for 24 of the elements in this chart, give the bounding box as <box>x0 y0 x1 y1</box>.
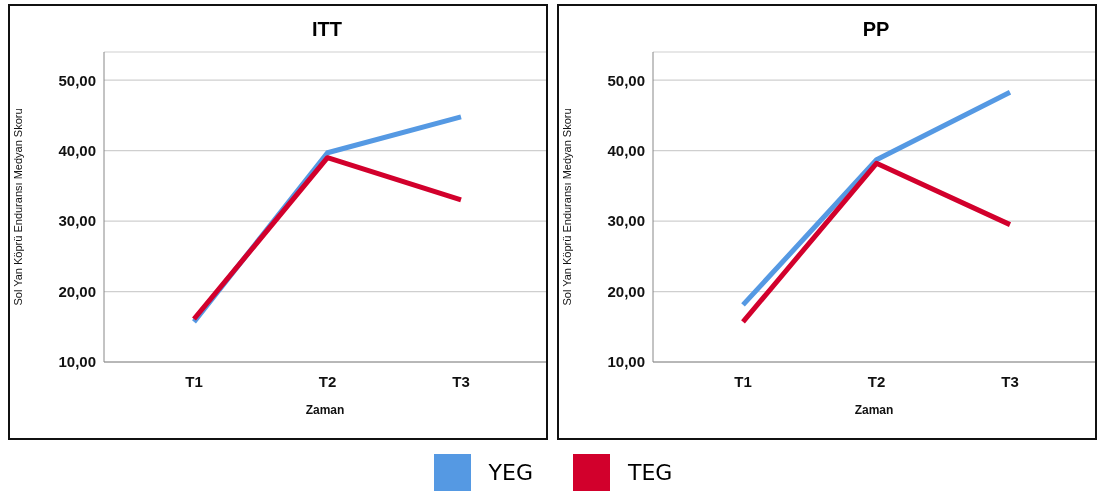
x-tick-label: T1 <box>185 372 203 390</box>
y-tick-label: 20,00 <box>58 282 96 300</box>
y-tick-label: 40,00 <box>607 141 645 159</box>
y-tick-label: 30,00 <box>58 212 96 230</box>
y-tick-label: 50,00 <box>58 71 96 89</box>
x-tick-label: T2 <box>867 372 886 390</box>
y-tick-label: 10,00 <box>58 353 96 371</box>
y-tick-label: 20,00 <box>607 282 645 300</box>
x-tick-label: T3 <box>1001 372 1019 390</box>
y-axis-title: Sol Yan Köprü Enduransı Medyan Skoru <box>560 108 573 306</box>
y-tick-label: 30,00 <box>607 212 645 230</box>
x-axis-title: Zaman <box>305 403 345 417</box>
y-tick-label: 50,00 <box>607 71 645 89</box>
y-tick-label: 40,00 <box>58 141 96 159</box>
x-tick-label: T3 <box>452 372 470 390</box>
legend-label: TEG <box>628 460 673 485</box>
x-tick-label: T1 <box>734 372 752 390</box>
y-axis-title: Sol Yan Köprü Enduransı Medyan Skoru <box>11 108 24 306</box>
y-tick-label: 10,00 <box>607 353 645 371</box>
chart-title: PP <box>861 18 891 41</box>
chart-title: ITT <box>311 18 343 41</box>
x-tick-label: T2 <box>318 372 337 390</box>
legend-label: YEG <box>488 460 533 485</box>
x-axis-title: Zaman <box>854 403 894 417</box>
